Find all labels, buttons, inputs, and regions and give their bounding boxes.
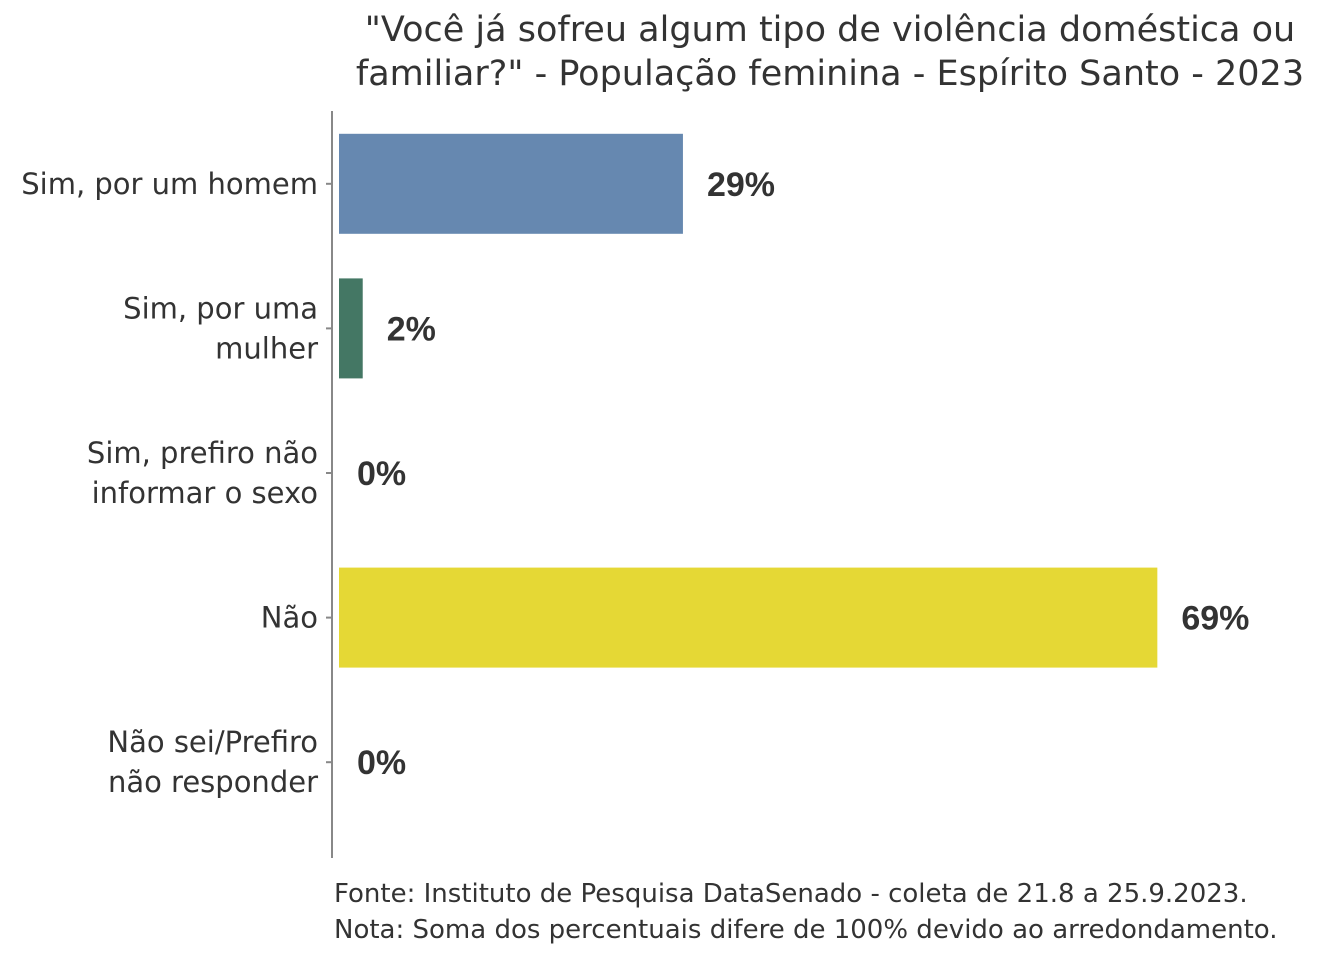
- bars-layer: [339, 133, 1158, 668]
- value-label-3: 69%: [1181, 600, 1249, 638]
- category-label-1: Sim, por uma mulher: [123, 291, 318, 365]
- value-label-0: 29%: [707, 166, 775, 204]
- category-label-4-line-0: Não sei/Prefiro: [107, 725, 318, 759]
- chart-title-line-2: familiar?" - População feminina - Espíri…: [355, 54, 1305, 94]
- category-label-2-line-1: informar o sexo: [92, 476, 318, 510]
- value-label-4: 0%: [357, 744, 406, 782]
- bar-3: [339, 567, 1158, 668]
- footnotes: Fonte: Instituto de Pesquisa DataSenado …: [334, 876, 1278, 948]
- rounding-note: Nota: Soma dos percentuais difere de 100…: [334, 915, 1278, 945]
- bar-chart: 29% Sim, por um homem 2% Sim, por uma mulher…: [21, 111, 1249, 858]
- bar-0: [339, 133, 683, 234]
- category-label-3: Não: [261, 601, 318, 635]
- source-note: Fonte: Instituto de Pesquisa DataSenado …: [334, 879, 1248, 909]
- category-label-1-line-1: mulher: [215, 331, 318, 365]
- category-label-4-line-1: não responder: [108, 765, 318, 799]
- category-label-4: Não sei/Prefiro não responder: [107, 725, 318, 799]
- chart-title: "Você já sofreu algum tipo de violência …: [330, 8, 1330, 96]
- category-label-2: Sim, prefiro não informar o sexo: [87, 436, 318, 510]
- category-label-0: Sim, por um homem: [21, 167, 318, 201]
- labels-layer: 29% Sim, por um homem 2% Sim, por uma mulher…: [21, 166, 1249, 799]
- category-label-2-line-0: Sim, prefiro não: [87, 436, 318, 470]
- category-label-3-line-0: Não: [261, 601, 318, 635]
- category-label-0-line-0: Sim, por um homem: [21, 167, 318, 201]
- chart-title-line-1: "Você já sofreu algum tipo de violência …: [364, 10, 1296, 50]
- bar-1: [339, 278, 363, 379]
- category-label-1-line-0: Sim, por uma: [123, 291, 318, 325]
- value-label-1: 2%: [387, 310, 436, 348]
- value-label-2: 0%: [357, 455, 406, 493]
